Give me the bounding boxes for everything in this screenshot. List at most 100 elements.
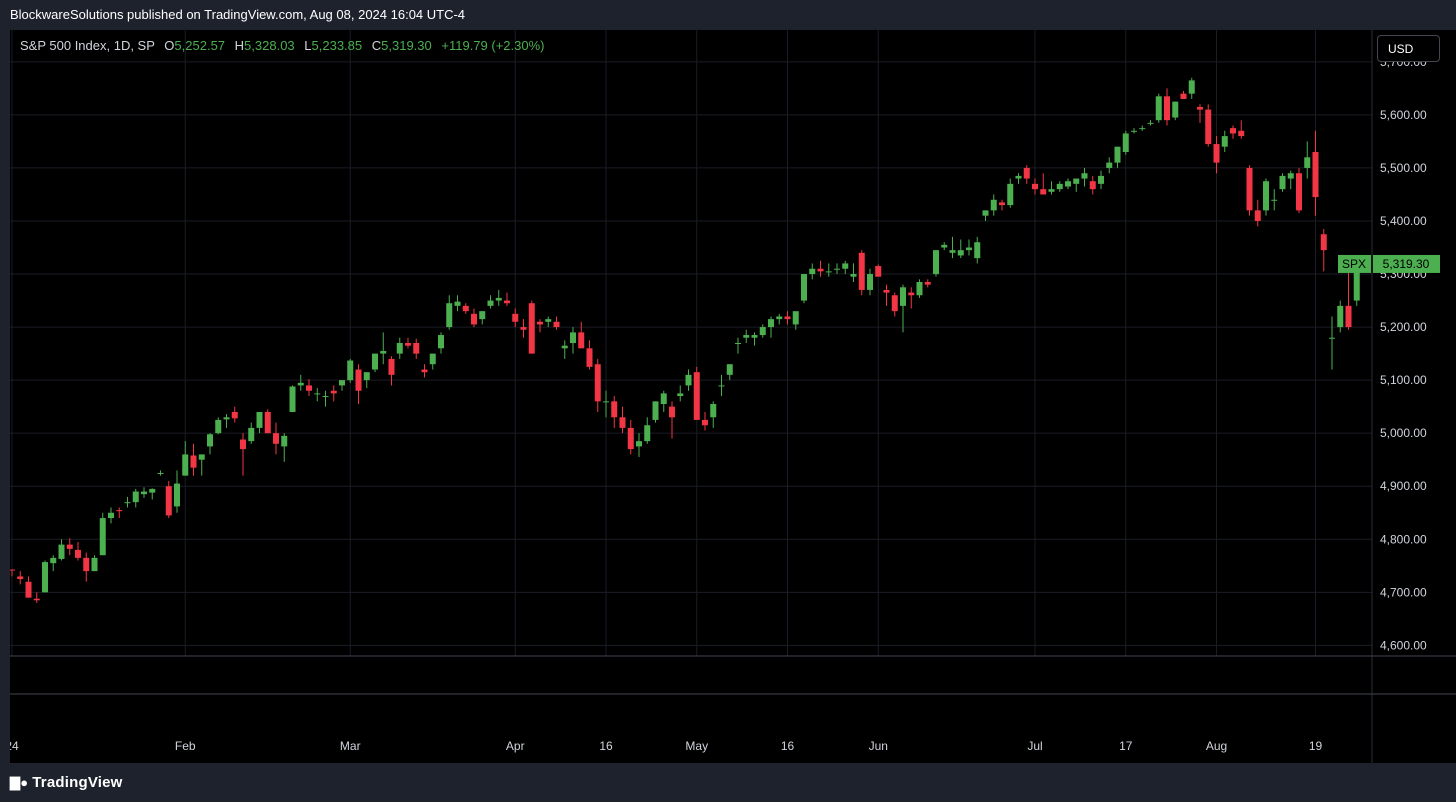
candle-down	[405, 343, 411, 346]
candle-down	[537, 321, 543, 325]
candle-down	[17, 576, 24, 580]
candle-up	[1271, 199, 1278, 201]
candle-down	[693, 372, 700, 420]
candle-up	[743, 335, 750, 338]
x-tick-label: Feb	[175, 739, 196, 753]
candle-up	[644, 425, 651, 442]
chart-area[interactable]: 4,600.00 4,700.00 4,800.00 4,900.00 5,000.00…	[10, 30, 1456, 763]
x-tick-label: Jul	[1027, 739, 1042, 753]
candle-down	[1238, 130, 1245, 137]
candle-up	[58, 544, 65, 559]
y-tick-label: 5,400.00	[1380, 214, 1427, 228]
candle-up	[248, 427, 255, 442]
candle-down	[421, 369, 428, 373]
candle-up	[1098, 175, 1104, 184]
candle-up	[570, 332, 576, 343]
candle-down	[858, 252, 865, 290]
candle-down	[388, 358, 395, 375]
candle-up	[1263, 181, 1269, 211]
candle-up	[157, 472, 164, 474]
candle-up	[281, 435, 288, 447]
candle-up	[1106, 162, 1113, 168]
y-tick-label: 5,100.00	[1380, 373, 1427, 387]
candle-down	[1040, 189, 1047, 195]
candle-down	[891, 295, 898, 312]
candle-down	[1180, 93, 1187, 99]
candle-down	[165, 486, 172, 516]
candle-up	[396, 343, 403, 354]
candle-up	[660, 393, 667, 405]
candle-up	[982, 210, 989, 216]
tradingview-logo[interactable]: ▇● TradingView	[10, 774, 123, 791]
candle-down	[231, 411, 238, 419]
candle-up	[792, 311, 799, 325]
candle-up	[776, 316, 783, 320]
candle-down	[520, 327, 527, 330]
candle-up	[834, 268, 840, 270]
candle-down	[1296, 173, 1302, 211]
candle-up	[685, 374, 692, 386]
candlestick-chart[interactable]: 4,600.00 4,700.00 4,800.00 4,900.00 5,000.00…	[10, 30, 1456, 763]
candle-down	[1164, 96, 1170, 121]
candle-up	[314, 393, 321, 395]
candle-up	[99, 518, 106, 556]
candle-down	[413, 343, 420, 354]
candle-up	[42, 562, 48, 593]
y-tick-label: 5,000.00	[1380, 426, 1427, 440]
candle-down	[999, 202, 1005, 206]
candle-down	[627, 427, 634, 450]
candle-up	[545, 319, 552, 322]
candle-down	[702, 419, 708, 426]
candle-up	[1081, 173, 1088, 179]
candle-down	[1312, 152, 1319, 198]
y-tick-label: 5,500.00	[1380, 161, 1427, 175]
candle-down	[924, 281, 931, 285]
candle-up	[1048, 189, 1055, 192]
x-tick-label: Mar	[340, 739, 361, 753]
candle-up	[916, 281, 923, 296]
candle-up	[1122, 133, 1129, 153]
candle-up	[809, 268, 816, 275]
candle-up	[174, 483, 180, 507]
candle-up	[751, 335, 758, 338]
candle-down	[875, 266, 882, 277]
candle-down	[116, 510, 123, 512]
candle-down	[594, 364, 601, 402]
candle-up	[1139, 128, 1146, 130]
y-tick-label: 4,700.00	[1380, 585, 1427, 599]
candle-down	[1032, 183, 1038, 190]
symbol-label: S&P 500 Index, 1D, SP	[20, 38, 155, 53]
candle-down	[512, 313, 519, 322]
candle-down	[1254, 210, 1261, 221]
candle-up	[495, 297, 502, 301]
open-label: O	[164, 38, 175, 53]
candle-up	[1172, 101, 1179, 118]
candle-up	[825, 271, 832, 273]
candle-up	[842, 263, 849, 269]
candle-up	[677, 393, 684, 397]
candle-up	[347, 360, 354, 381]
candle-up	[1007, 183, 1014, 206]
currency-button[interactable]: USD	[1377, 35, 1440, 62]
candle-up	[446, 303, 453, 328]
candle-up	[801, 274, 807, 301]
candle-up	[768, 319, 774, 328]
candle-up	[108, 512, 114, 519]
candle-up	[1065, 181, 1071, 187]
candle-up	[900, 287, 906, 306]
candle-up	[1353, 263, 1360, 301]
candle-up	[710, 404, 717, 418]
close-value: 5,319.30	[381, 38, 432, 53]
candle-up	[487, 300, 494, 306]
candle-up	[759, 327, 766, 336]
candle-down	[611, 401, 618, 418]
candle-up	[289, 386, 296, 412]
candle-up	[322, 396, 329, 398]
candle-down	[33, 598, 40, 601]
candle-down	[669, 406, 675, 418]
candle-down	[264, 411, 271, 434]
candle-down	[273, 433, 279, 444]
candle-down	[330, 390, 337, 394]
candle-up	[297, 382, 304, 386]
candle-down	[504, 300, 510, 304]
